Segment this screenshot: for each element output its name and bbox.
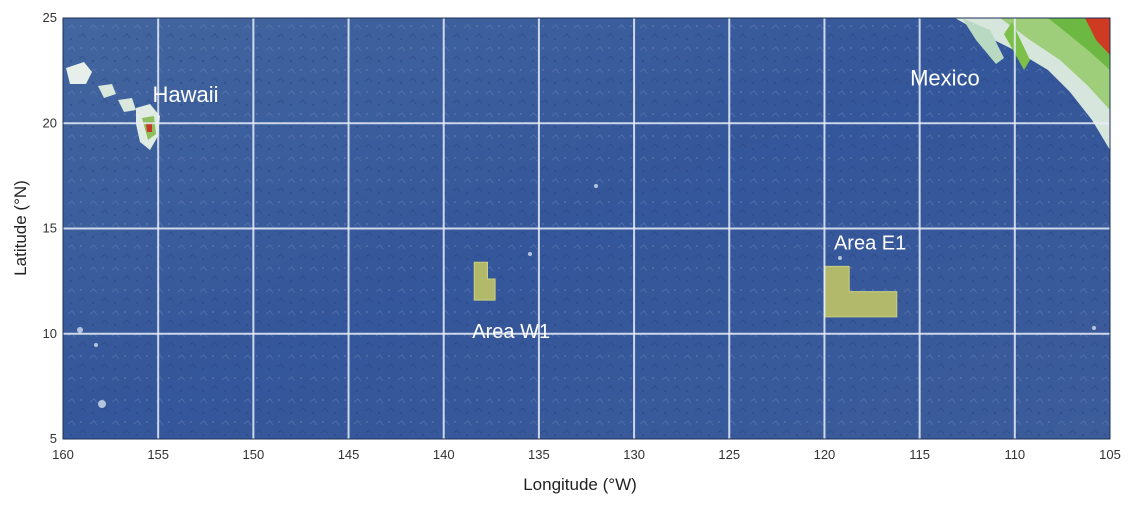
- x-tick-135: 135: [528, 447, 550, 462]
- x-tick-labels: 160 155 150 145 140 135 130 125 120 115 110 105: [52, 447, 1121, 462]
- y-axis-label: Latitude (°N): [11, 180, 30, 276]
- x-tick-125: 125: [718, 447, 740, 462]
- y-tick-15: 15: [43, 221, 57, 236]
- y-tick-labels: 25 20 15 10 5: [43, 10, 57, 446]
- x-tick-110: 110: [1004, 447, 1025, 462]
- x-tick-130: 130: [623, 447, 645, 462]
- study-area-label-e1: Area E1: [834, 233, 906, 255]
- x-tick-155: 155: [147, 447, 169, 462]
- x-tick-105: 105: [1099, 447, 1121, 462]
- study-area-w1: [473, 261, 496, 301]
- x-tick-120: 120: [814, 447, 836, 462]
- y-tick-20: 20: [43, 115, 57, 130]
- x-tick-115: 115: [909, 447, 930, 462]
- study-area-label-w1: Area W1: [472, 321, 550, 343]
- x-tick-150: 150: [243, 447, 265, 462]
- x-tick-145: 145: [338, 447, 360, 462]
- mexico-landmass: [955, 18, 1110, 150]
- y-tick-25: 25: [43, 10, 57, 25]
- x-tick-160: 160: [52, 447, 74, 462]
- y-tick-5: 5: [50, 431, 57, 446]
- graticule: [63, 18, 1110, 439]
- y-tick-10: 10: [43, 326, 57, 341]
- x-tick-140: 140: [433, 447, 455, 462]
- place-label-hawaii: Hawaii: [152, 82, 218, 107]
- x-axis-label: Longitude (°W): [523, 475, 637, 494]
- hawaii-islands: [66, 62, 160, 150]
- plot-frame: [62, 17, 1111, 440]
- place-label-mexico: Mexico: [910, 65, 980, 90]
